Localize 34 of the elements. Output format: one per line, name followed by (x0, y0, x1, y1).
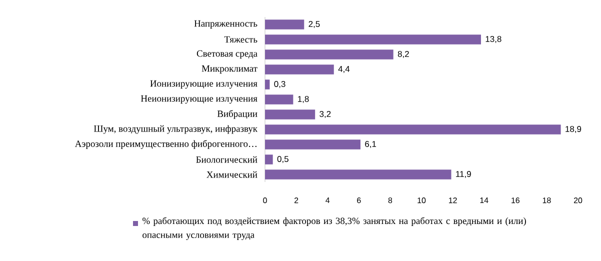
data-label: 8,2 (398, 51, 409, 58)
y-tick-label: Биологический (196, 156, 258, 163)
bar (265, 80, 270, 90)
data-label: 0,3 (274, 81, 286, 88)
bar (265, 34, 481, 44)
y-tick-label: Вибрации (217, 110, 258, 119)
y-tick-label: Напряженность (194, 20, 258, 29)
y-tick-label: Ионизирующие излучения (150, 80, 258, 89)
y-tick-label: Химический (206, 171, 258, 178)
y-tick-label: Тяжесть (224, 36, 258, 43)
y-tick-label: Шум, воздушный ультразвук, инфразвук (94, 125, 258, 134)
y-tick-label: Световая среда (196, 50, 258, 59)
data-label: 0,5 (277, 156, 288, 163)
data-label: 11,9 (456, 171, 471, 178)
bar (265, 154, 273, 164)
bar (265, 170, 452, 180)
bar (265, 50, 394, 60)
bar (265, 140, 360, 150)
data-label: 2,5 (308, 21, 320, 28)
bar (265, 110, 316, 120)
bar (265, 20, 304, 30)
bar (265, 94, 294, 104)
bar (265, 124, 561, 134)
data-label: 3,2 (320, 111, 331, 118)
data-label: 6,1 (365, 141, 376, 148)
y-tick-label: Неионизирующие излучения (140, 95, 258, 104)
data-label: 4,4 (338, 66, 350, 73)
bar (265, 64, 334, 74)
legend-label: % работающих под воздействием факторов из 38,3% занятых на работах с вредными и (или) опасными условиями труда (142, 217, 526, 240)
data-label: 13,8 (486, 36, 502, 43)
data-label: 1,8 (298, 96, 309, 103)
y-tick-label: Аэрозоли преимущественно фиброгенного… (74, 140, 256, 149)
data-label: 18,9 (566, 126, 582, 133)
y-tick-label: Микроклимат (202, 65, 258, 74)
